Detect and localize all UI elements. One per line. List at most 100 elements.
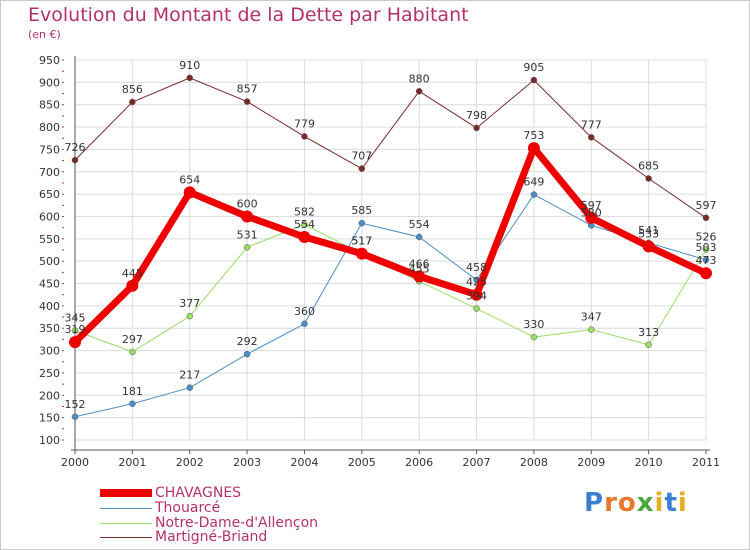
data-point	[129, 400, 136, 408]
data-point	[301, 320, 308, 328]
x-tick-label: 2006	[405, 456, 433, 469]
data-label: 910	[179, 59, 200, 72]
y-tick-label: 600	[39, 210, 60, 223]
data-label: 857	[237, 83, 258, 96]
data-label: 905	[523, 61, 544, 74]
y-tick-label: 100	[39, 434, 60, 447]
data-label: 526	[696, 231, 717, 244]
y-tick-label: 850	[39, 99, 60, 112]
y-tick-label: 250	[39, 367, 60, 380]
x-tick-label: 2002	[176, 456, 204, 469]
data-label: 779	[294, 117, 315, 130]
data-label: 880	[409, 72, 430, 85]
data-label: 503	[696, 241, 717, 254]
data-point	[71, 327, 79, 334]
data-point	[415, 233, 423, 241]
data-point	[129, 348, 136, 356]
data-label: 458	[466, 261, 487, 274]
data-label: 554	[294, 218, 315, 231]
data-label: 313	[638, 326, 659, 339]
data-label: 377	[179, 297, 200, 310]
y-tick-label: 900	[39, 76, 60, 89]
legend-label-notre-dame: Notre-Dame-d'Allençon	[155, 515, 319, 531]
y-tick-label: 650	[39, 188, 60, 201]
y-tick-label: 700	[39, 166, 60, 179]
data-point	[301, 133, 308, 140]
data-point	[129, 98, 136, 106]
data-point	[530, 191, 538, 198]
data-point	[298, 231, 311, 244]
data-label: 856	[122, 83, 143, 96]
legend-item-notre-dame: Notre-Dame-d'Allençon	[100, 516, 318, 530]
data-label: 473	[696, 254, 717, 267]
legend-item-chavagnes: CHAVAGNES	[100, 486, 241, 500]
data-point	[415, 88, 423, 95]
data-point	[645, 175, 652, 182]
data-point	[243, 350, 251, 358]
data-point	[69, 336, 81, 349]
x-tick-label: 2000	[61, 456, 89, 469]
data-point	[413, 270, 426, 283]
data-point	[470, 288, 483, 301]
data-point	[527, 142, 540, 155]
y-tick-label: 800	[39, 121, 60, 134]
y-tick-label: 350	[39, 322, 60, 335]
chart-title: Evolution du Montant de la Dette par Hab…	[28, 4, 469, 26]
legend-swatch-thouarce	[100, 507, 152, 509]
series-line-2	[74, 224, 707, 353]
data-point	[700, 267, 712, 280]
data-point	[530, 76, 538, 84]
x-tick-label: 2004	[290, 456, 318, 469]
data-label: 319	[65, 323, 86, 336]
data-label: 360	[294, 305, 315, 318]
data-label: 541	[638, 224, 659, 237]
data-label: 517	[351, 235, 372, 248]
data-label: 726	[65, 141, 86, 154]
logo-letter: P	[584, 488, 605, 518]
data-label: 649	[523, 176, 544, 189]
legend-label-chavagnes: CHAVAGNES	[155, 485, 242, 501]
data-point	[358, 165, 366, 172]
data-label: 292	[237, 335, 258, 348]
data-label: 580	[581, 206, 602, 219]
data-point	[473, 305, 480, 312]
data-point	[702, 214, 710, 222]
data-label: 394	[466, 290, 487, 303]
legend-swatch-martigne	[100, 536, 152, 538]
data-point	[642, 240, 655, 253]
data-label: 777	[581, 118, 602, 131]
data-point	[585, 211, 598, 224]
x-tick-label: 2005	[348, 456, 376, 469]
data-label: 217	[179, 369, 200, 382]
y-tick-label: 550	[39, 233, 60, 246]
data-point	[473, 124, 480, 132]
legend-swatch-chavagnes	[100, 489, 152, 497]
legend-item-thouarce: Thouarcé	[100, 501, 220, 515]
logo-letter: t	[664, 488, 678, 518]
data-label: 798	[466, 109, 487, 122]
x-tick-label: 2009	[577, 456, 605, 469]
y-tick-label: 200	[39, 389, 60, 402]
y-tick-label: 750	[39, 143, 60, 156]
x-tick-label: 2001	[118, 456, 146, 469]
y-tick-label: 400	[39, 300, 60, 313]
series-line-0	[71, 144, 710, 346]
data-point	[241, 210, 254, 223]
data-label: 600	[237, 197, 258, 210]
legend-swatch-notre-dame	[100, 522, 152, 524]
legend-label-thouarce: Thouarcé	[155, 500, 221, 516]
data-label: 517	[351, 235, 372, 248]
data-point	[301, 221, 308, 228]
data-label: 445	[122, 267, 143, 280]
data-point	[243, 98, 251, 105]
data-point	[355, 247, 368, 260]
data-point	[71, 413, 79, 421]
data-point	[588, 326, 595, 333]
x-tick-label: 2010	[635, 456, 663, 469]
proxiti-logo: Proxiti	[584, 488, 688, 518]
chart-subtitle: (en €)	[28, 28, 61, 41]
data-label: 597	[696, 199, 717, 212]
y-tick-label: 500	[39, 255, 60, 268]
data-label: 347	[581, 311, 602, 324]
logo-letter: o	[617, 488, 637, 518]
